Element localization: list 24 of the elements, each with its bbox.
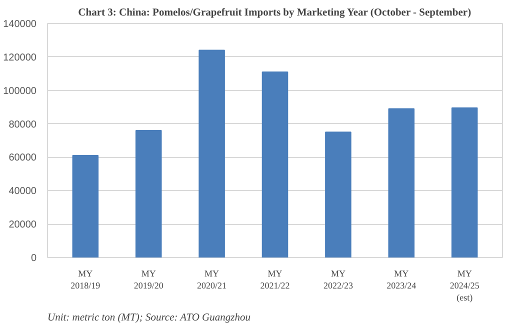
y-tick-label: 60000 bbox=[8, 152, 37, 164]
bar bbox=[198, 50, 225, 258]
chart-title: Chart 3: China: Pomelos/Grapefruit Imports by Marketing Year (October - September) bbox=[78, 8, 472, 18]
x-tick-label: MY 2021/22 bbox=[260, 268, 290, 290]
x-tick-label: MY 2019/20 bbox=[134, 268, 164, 290]
y-tick-label: 80000 bbox=[8, 119, 37, 130]
bar bbox=[325, 132, 352, 258]
x-tick-label: MY 2018/19 bbox=[70, 268, 101, 290]
y-tick-label: 120000 bbox=[3, 52, 37, 64]
y-tick-label: 100000 bbox=[3, 86, 37, 97]
y-tick-label: 0 bbox=[30, 253, 37, 264]
x-tick-label: MY 2024/25 (est) bbox=[450, 268, 480, 302]
x-tick-label: MY 2020/21 bbox=[197, 268, 227, 290]
x-tick-label: MY 2023/24 bbox=[386, 268, 417, 290]
text: Unit: metric ton (MT); Source: ATO Guangzhou bbox=[48, 312, 250, 324]
bar bbox=[262, 71, 288, 258]
bar bbox=[72, 155, 99, 258]
x-tick-label: MY 2022/23 bbox=[323, 268, 354, 290]
bar bbox=[451, 107, 478, 258]
bar bbox=[135, 130, 162, 258]
bar bbox=[388, 108, 415, 258]
y-tick-label: 140000 bbox=[3, 19, 37, 30]
y-tick-label: 20000 bbox=[8, 220, 37, 231]
y-tick-label: 40000 bbox=[8, 186, 37, 198]
